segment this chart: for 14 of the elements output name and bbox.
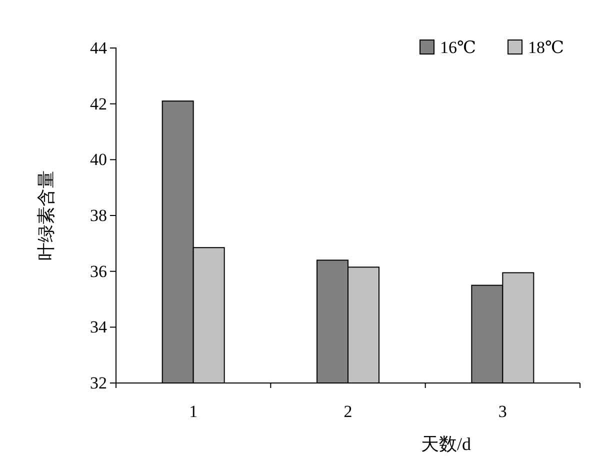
x-tick-label: 2: [344, 402, 352, 422]
legend-label: 16℃: [440, 38, 476, 57]
y-tick-label: 40: [90, 150, 107, 170]
x-tick-label: 3: [498, 402, 507, 422]
y-tick-label: 38: [90, 206, 107, 225]
y-tick-label: 42: [90, 94, 107, 114]
x-tick-label: 1: [189, 402, 198, 422]
y-axis-title: 叶绿素含量: [36, 170, 56, 260]
x-axis-title: 天数/d: [420, 434, 472, 454]
y-tick-label: 36: [90, 262, 107, 281]
legend-label: 18℃: [528, 38, 564, 57]
y-tick-label: 32: [90, 373, 107, 392]
y-tick-label: 44: [90, 38, 108, 58]
y-tick-label: 34: [90, 318, 108, 337]
